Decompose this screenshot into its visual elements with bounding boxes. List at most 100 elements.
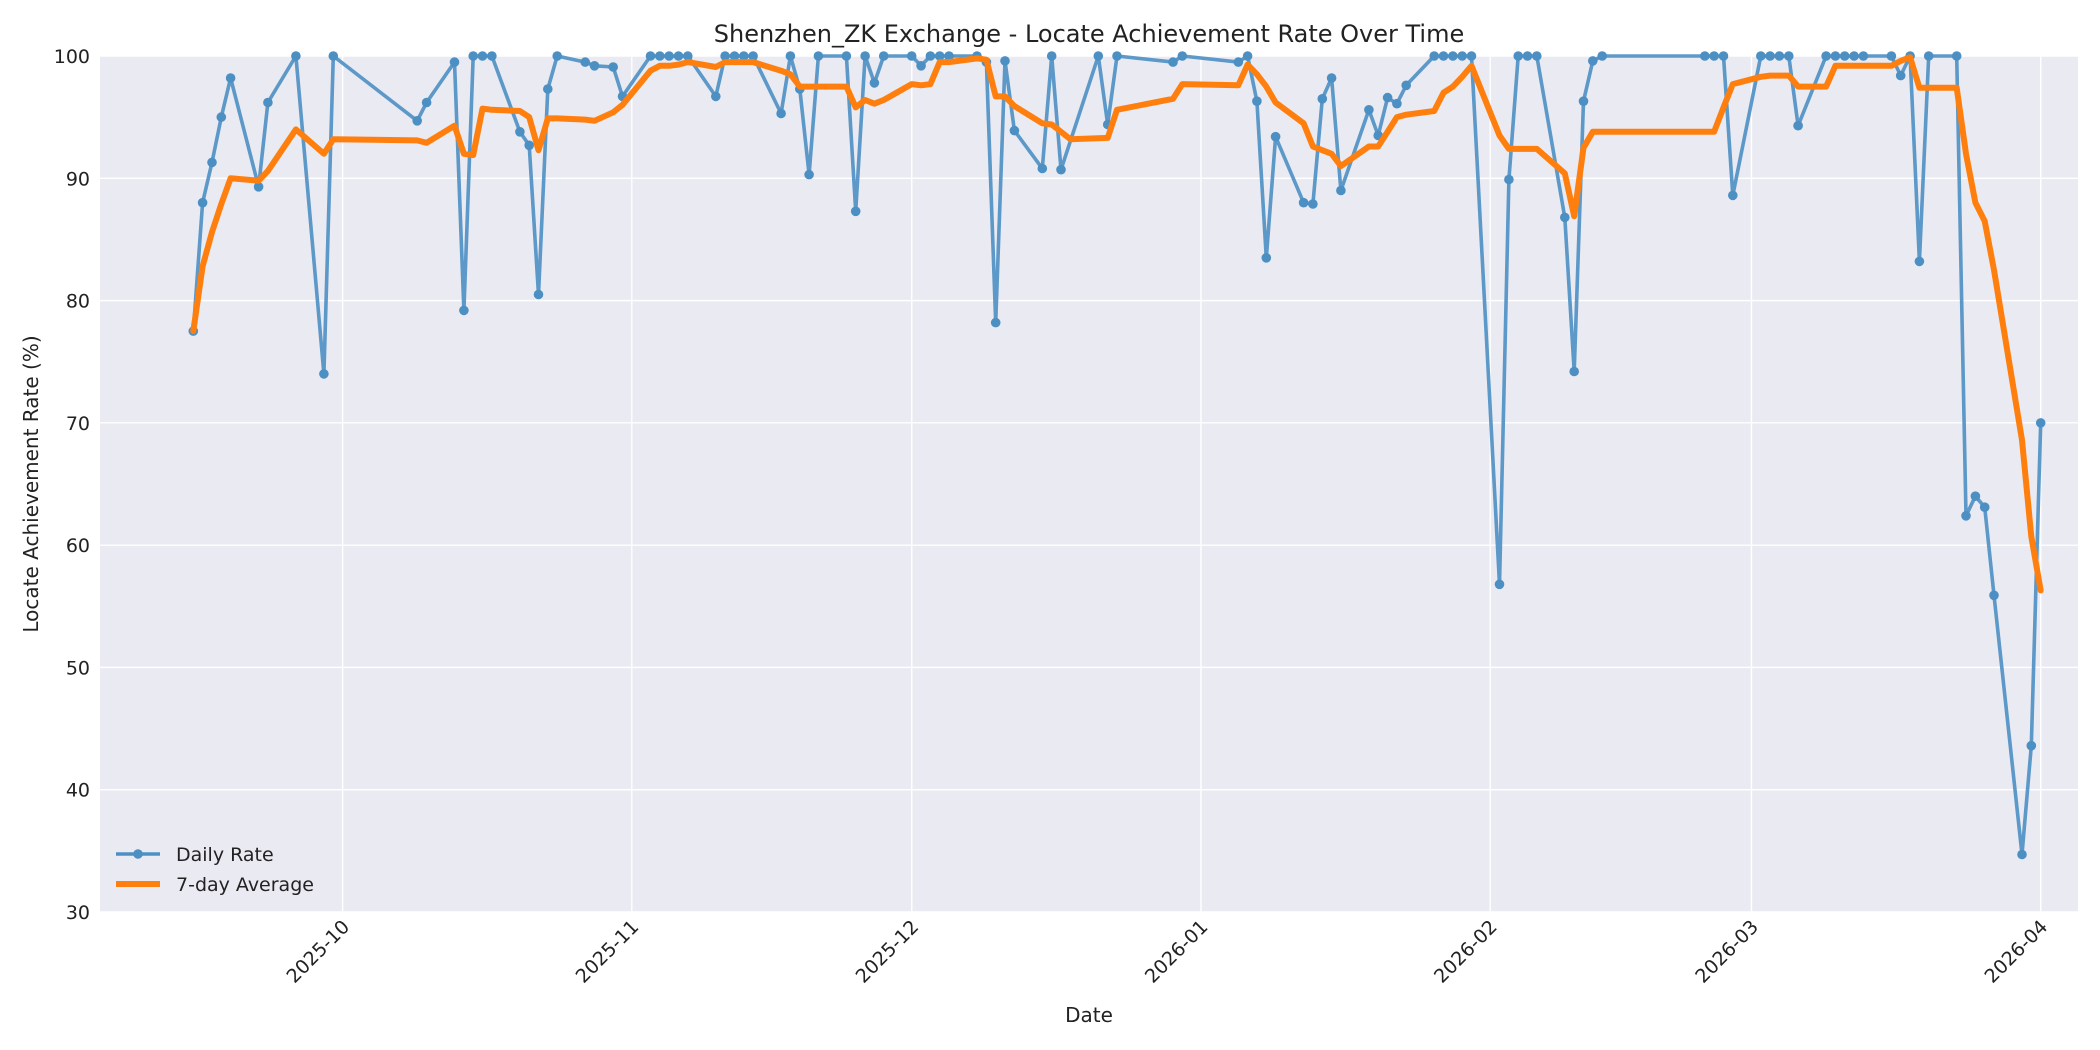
daily-rate-point <box>645 51 656 61</box>
daily-rate-point <box>2035 418 2046 428</box>
daily-rate-point <box>1756 51 1766 61</box>
daily-rate-point <box>449 57 460 67</box>
daily-rate-point <box>860 51 870 61</box>
daily-rate-point <box>729 51 740 61</box>
daily-rate-point <box>869 78 880 88</box>
daily-rate-point <box>2017 849 2027 860</box>
daily-rate-point <box>1000 56 1010 66</box>
daily-rate-point <box>1718 51 1729 61</box>
daily-rate-point <box>664 51 674 61</box>
daily-rate-point <box>1970 491 1981 502</box>
daily-rate-point <box>1765 51 1775 61</box>
y-tick-label: 80 <box>66 291 90 313</box>
daily-rate-point <box>421 97 432 108</box>
daily-rate-point <box>1270 131 1281 142</box>
daily-rate-point <box>225 73 236 83</box>
daily-rate-point <box>1336 185 1346 196</box>
daily-rate-point <box>291 51 301 61</box>
daily-rate-point <box>1466 51 1477 61</box>
y-tick-label: 30 <box>66 902 90 924</box>
daily-rate-point <box>683 51 693 61</box>
daily-rate-point <box>785 51 796 61</box>
legend-label-daily-rate: Daily Rate <box>176 844 274 866</box>
daily-rate-point <box>1242 51 1253 61</box>
daily-rate-point <box>1364 105 1374 115</box>
daily-rate-point <box>1513 51 1523 61</box>
daily-rate-point <box>1037 163 1048 174</box>
daily-rate-point <box>1233 57 1244 67</box>
daily-rate-point <box>1914 256 1925 267</box>
daily-rate-point <box>748 51 758 61</box>
daily-rate-point <box>1093 51 1104 61</box>
daily-rate-point <box>1774 51 1785 61</box>
daily-rate-point <box>841 51 852 61</box>
daily-rate-point <box>328 51 339 61</box>
daily-rate-point <box>1588 56 1598 66</box>
daily-rate-point <box>916 61 926 71</box>
seven-day-average-line <box>190 54 2044 594</box>
daily-rate-point <box>1895 70 1906 81</box>
daily-rate-point <box>990 317 1001 328</box>
daily-rate-point <box>533 289 544 300</box>
daily-rate-point <box>1046 51 1057 61</box>
daily-rate-point <box>589 61 600 71</box>
daily-rate-point <box>1923 51 1934 61</box>
daily-rate-point <box>552 51 562 61</box>
daily-rate-point <box>1858 51 1869 61</box>
daily-rate-point <box>673 51 684 61</box>
y-axis-label: Locate Achievement Rate (%) <box>19 335 43 632</box>
daily-rate-point <box>459 305 469 316</box>
daily-rate-point <box>524 140 534 151</box>
series-layer <box>188 51 2046 860</box>
daily-rate-point <box>1961 511 1971 521</box>
daily-rate-point <box>487 51 497 61</box>
daily-rate-point <box>1951 51 1962 61</box>
daily-rate-point <box>515 127 525 137</box>
daily-rate-point <box>1429 51 1439 61</box>
y-tick-label: 70 <box>66 413 90 435</box>
daily-rate-point <box>934 51 945 61</box>
legend-label-7-day-average: 7-day Average <box>176 874 314 896</box>
legend-marker-daily-rate <box>133 849 143 859</box>
y-tick-label: 60 <box>66 535 90 557</box>
daily-rate-point <box>1839 51 1850 61</box>
daily-rate-point <box>1168 57 1178 67</box>
daily-rate-point <box>1401 80 1411 91</box>
chart-title: Shenzhen_ZK Exchange - Locate Achievemen… <box>714 20 1465 48</box>
daily-rate-point <box>1298 197 1309 208</box>
daily-rate-point <box>253 182 264 192</box>
daily-rate-point <box>1392 98 1402 109</box>
daily-rate-point <box>543 84 553 94</box>
daily-rate-point <box>850 206 861 217</box>
daily-rate-point <box>1700 51 1710 61</box>
daily-rate-point <box>1522 51 1533 61</box>
daily-rate-point <box>1578 96 1589 106</box>
daily-rate-point <box>804 169 814 180</box>
y-tick-label: 50 <box>66 657 90 679</box>
daily-rate-point <box>216 112 227 122</box>
daily-rate-point <box>1504 174 1514 185</box>
daily-rate-point <box>1308 199 1318 209</box>
daily-rate-point <box>776 108 786 119</box>
daily-rate-point <box>1886 51 1897 61</box>
daily-rate-point <box>197 197 208 208</box>
daily-rate-point <box>1056 164 1066 175</box>
y-tick-label: 100 <box>54 46 90 68</box>
daily-rate-point <box>1793 120 1803 131</box>
daily-rate-point <box>944 51 954 61</box>
daily-rate-point <box>2026 740 2037 751</box>
daily-rate-point <box>1494 579 1505 590</box>
daily-rate-point <box>720 51 730 61</box>
daily-rate-point <box>1112 51 1122 61</box>
daily-rate-point <box>1009 125 1020 136</box>
legend: Daily Rate 7-day Average <box>116 844 314 896</box>
daily-rate-point <box>1261 252 1272 263</box>
daily-rate-point <box>580 57 590 67</box>
daily-rate-point <box>1989 590 1999 601</box>
daily-rate-point <box>477 51 488 61</box>
daily-rate-point <box>813 51 824 61</box>
daily-rate-point <box>412 116 423 126</box>
daily-rate-point <box>655 51 665 61</box>
daily-rate-point <box>1821 51 1831 61</box>
